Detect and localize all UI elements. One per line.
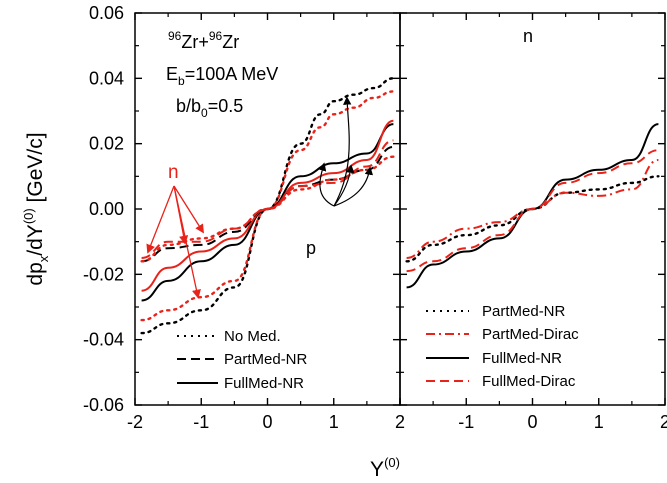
- y-axis-title: dpx/dY(0) [GeV/c]: [21, 132, 51, 285]
- x-tick-label: -1: [458, 412, 474, 432]
- legend-label-partmed-dirac: PartMed-Dirac: [482, 326, 579, 343]
- x-tick-label: 1: [329, 412, 339, 432]
- left-legend: No Med. PartMed-NR FullMed-NR: [177, 328, 308, 392]
- reaction-label: 96Zr+96Zr: [168, 29, 239, 52]
- legend-label-partmed-nr-right: PartMed-NR: [482, 303, 566, 320]
- neutron-label: n: [168, 162, 179, 183]
- impact-parameter-label: b/b0=0.5: [176, 96, 243, 120]
- left-series-line-1: [140, 90, 395, 322]
- x-tick-label: 2: [660, 412, 667, 432]
- axis-ticks: -2 -1 0 1 2 -1 0 1 2 0.06 0.04 0.02 0.00 -0.02 -0.04 -0…: [83, 3, 667, 432]
- left-series-line-3: [141, 119, 394, 292]
- right-series-line-2: [406, 123, 659, 289]
- neutron-arrows: [146, 185, 204, 299]
- right-legend: PartMed-NR PartMed-Dirac FullMed-NR Full…: [426, 303, 579, 390]
- beam-energy-label: Eb=100A MeV: [166, 64, 278, 88]
- legend-label-fullmed-nr: FullMed-NR: [224, 375, 304, 392]
- x-tick-label: 1: [594, 412, 604, 432]
- right-series-line-3: [406, 149, 659, 273]
- legend-label-fullmed-nr-right: FullMed-NR: [482, 350, 562, 367]
- x-tick-label: -1: [193, 412, 209, 432]
- left-series-line-0: [140, 77, 395, 335]
- left-panel-series: [140, 77, 395, 335]
- x-tick-label: 2: [395, 412, 405, 432]
- x-axis-title: Y(0): [370, 455, 400, 481]
- right-panel-neutron-label: n: [523, 26, 533, 46]
- legend-label-fullmed-dirac: FullMed-Dirac: [482, 373, 576, 390]
- y-tick-label: 0.06: [89, 3, 124, 23]
- y-tick-label: 0.04: [89, 68, 124, 88]
- x-tick-label: 0: [527, 412, 537, 432]
- y-tick-label: 0.00: [89, 199, 124, 219]
- x-tick-label: -2: [127, 412, 143, 432]
- y-tick-label: -0.06: [83, 395, 124, 415]
- left-series-line-6: [140, 155, 395, 263]
- left-series-line-5: [141, 139, 394, 259]
- y-tick-label: 0.02: [89, 134, 124, 154]
- right-series-line-0: [405, 175, 660, 263]
- legend-label-no-med: No Med.: [224, 328, 281, 345]
- right-panel-series: [405, 123, 660, 289]
- y-tick-label: -0.04: [83, 330, 124, 350]
- x-tick-label: 0: [262, 412, 272, 432]
- proton-arrows: [318, 96, 374, 207]
- proton-label: p: [306, 238, 316, 258]
- y-tick-label: -0.02: [83, 264, 124, 284]
- legend-label-partmed-nr: PartMed-NR: [224, 351, 308, 368]
